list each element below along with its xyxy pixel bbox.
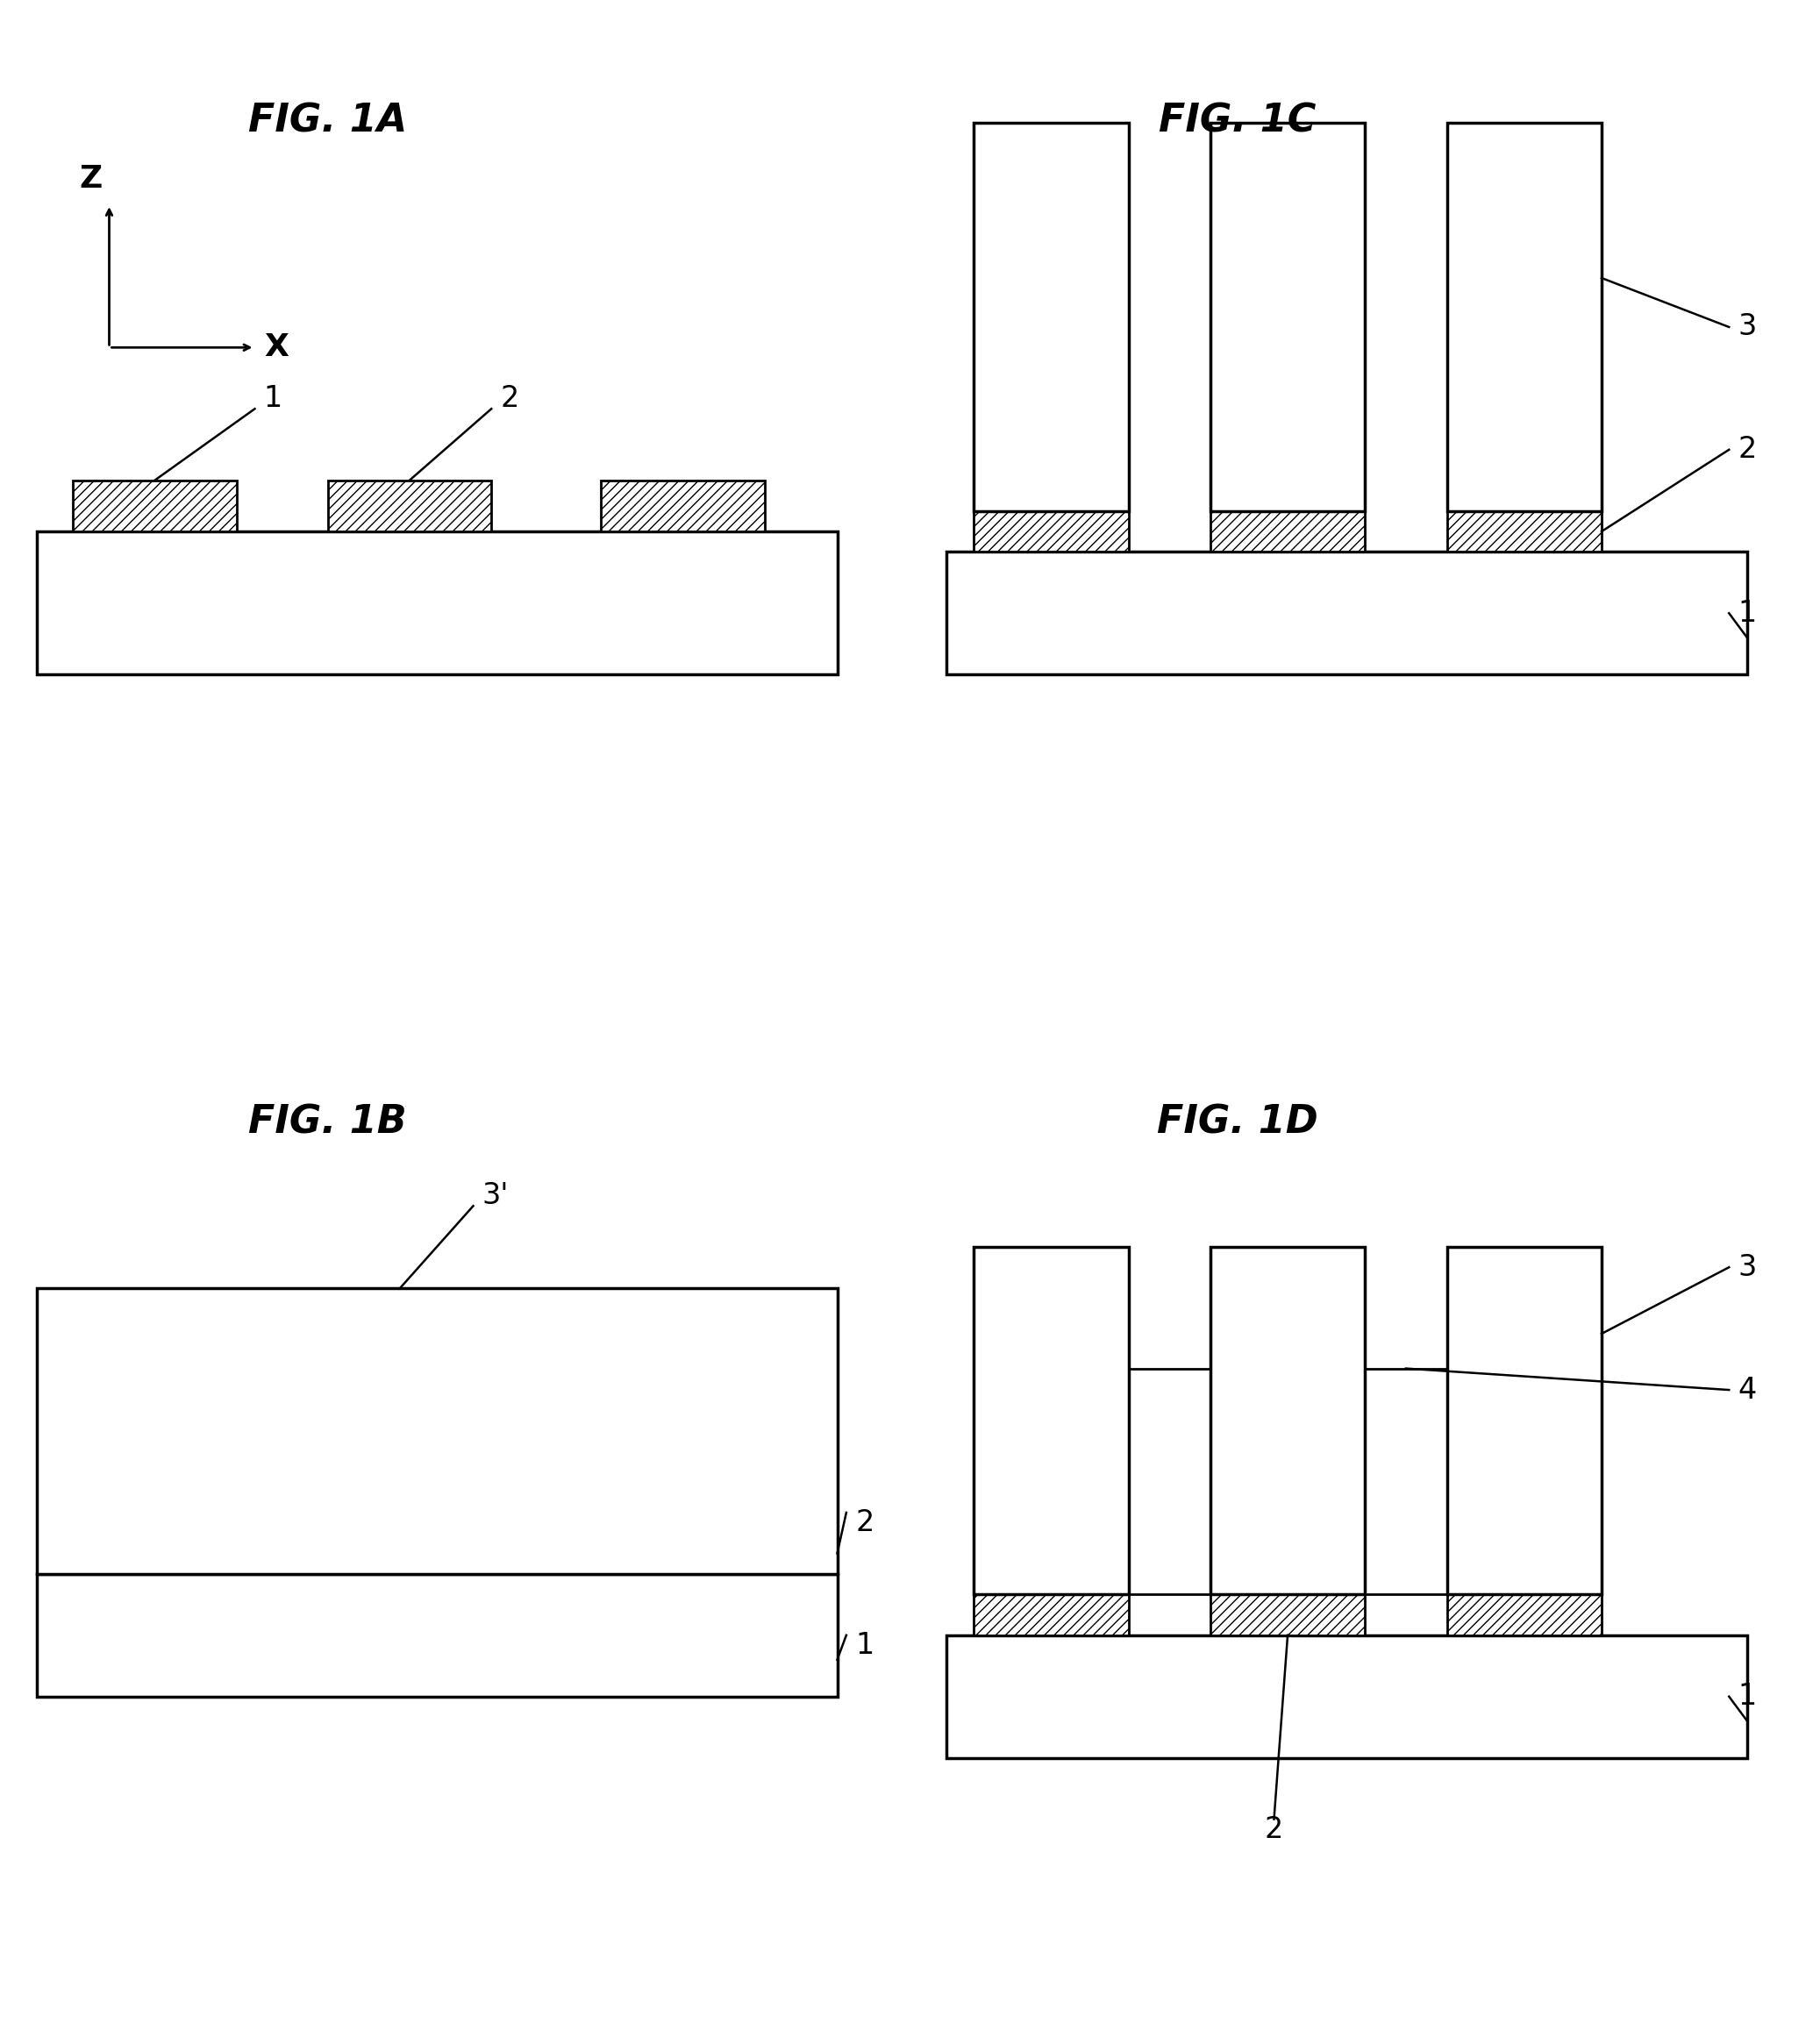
Bar <box>974 511 1128 552</box>
Text: 2: 2 <box>500 384 519 413</box>
Bar <box>974 1594 1128 1635</box>
Text: X: X <box>264 333 288 362</box>
Bar <box>1447 123 1602 511</box>
Bar <box>1210 123 1365 511</box>
Bar <box>1128 1369 1210 1594</box>
Bar <box>974 1247 1128 1594</box>
Bar <box>73 480 237 531</box>
Bar <box>1210 1594 1365 1635</box>
Text: 1: 1 <box>1738 1682 1756 1711</box>
Text: 3: 3 <box>1738 1253 1756 1282</box>
Bar <box>1210 1247 1365 1594</box>
Text: FIG. 1B: FIG. 1B <box>248 1104 408 1141</box>
Text: Z: Z <box>80 164 102 194</box>
Bar <box>1447 1594 1602 1635</box>
Text: 2: 2 <box>1265 1815 1283 1844</box>
Bar <box>1447 511 1602 552</box>
Bar <box>328 480 491 531</box>
Text: 1: 1 <box>264 384 282 413</box>
Text: 2: 2 <box>1738 435 1756 464</box>
Text: 3: 3 <box>1738 313 1756 341</box>
Text: 3': 3' <box>482 1181 510 1210</box>
Bar <box>555 1533 701 1574</box>
Bar <box>36 1574 837 1697</box>
Bar <box>601 480 764 531</box>
Bar <box>1447 1247 1602 1594</box>
Text: 4: 4 <box>1738 1376 1756 1404</box>
Bar <box>974 123 1128 511</box>
Bar <box>300 1533 446 1574</box>
Text: FIG. 1A: FIG. 1A <box>248 102 408 139</box>
Bar <box>36 531 837 675</box>
Text: 1: 1 <box>855 1631 874 1660</box>
Bar <box>946 1635 1747 1758</box>
Bar <box>946 552 1747 675</box>
Bar <box>1210 511 1365 552</box>
Text: 1: 1 <box>1738 599 1756 628</box>
Text: 2: 2 <box>855 1508 874 1537</box>
Text: FIG. 1C: FIG. 1C <box>1159 102 1316 139</box>
Bar <box>1365 1369 1447 1594</box>
Bar <box>64 1533 209 1574</box>
Text: FIG. 1D: FIG. 1D <box>1158 1104 1318 1141</box>
Bar <box>36 1288 837 1574</box>
